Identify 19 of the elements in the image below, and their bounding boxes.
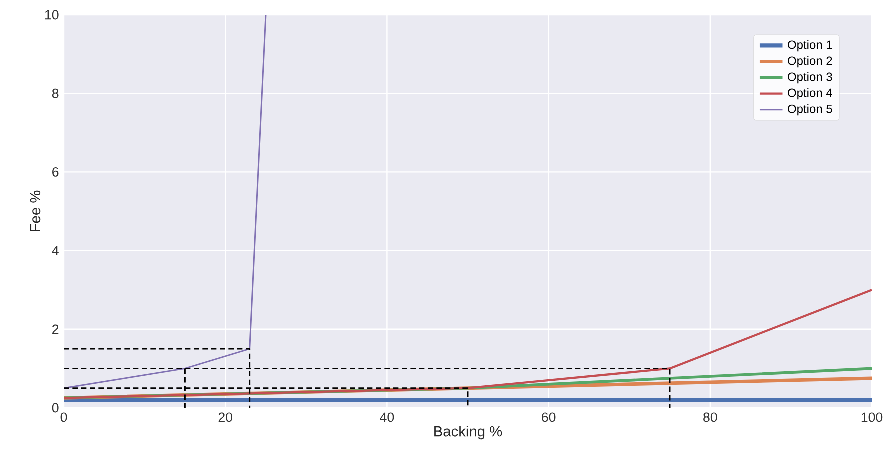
legend-label: Option 3 <box>788 72 832 84</box>
y-tick-label: 2 <box>52 324 59 334</box>
x-tick-label: 100 <box>862 412 883 422</box>
x-tick-label: 80 <box>704 412 718 422</box>
x-tick-label: 20 <box>218 412 232 422</box>
legend-label: Option 4 <box>788 88 832 100</box>
y-tick-label: 10 <box>45 10 59 20</box>
y-tick-label: 6 <box>52 167 59 177</box>
y-tick-label: 8 <box>52 88 59 98</box>
legend-label: Option 5 <box>788 104 832 116</box>
legend-label: Option 1 <box>788 40 832 52</box>
x-axis-title: Backing % <box>434 426 502 440</box>
legend-label: Option 2 <box>788 56 832 68</box>
x-tick-label: 60 <box>542 412 556 422</box>
x-tick-label: 0 <box>60 412 68 422</box>
y-tick-label: 0 <box>52 403 59 413</box>
y-tick-label: 4 <box>52 246 59 256</box>
y-axis-title: Fee % <box>30 190 41 232</box>
x-tick-label: 40 <box>380 412 394 422</box>
